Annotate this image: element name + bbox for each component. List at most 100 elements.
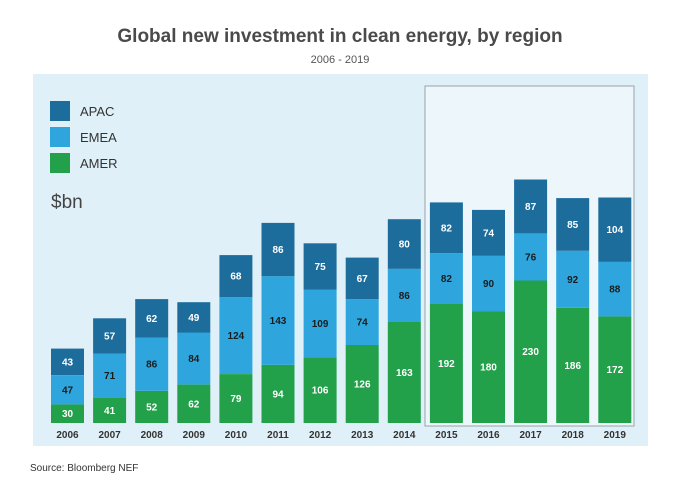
x-tick-2014: 2014 (393, 430, 416, 441)
bar-emea-2016 (472, 255, 505, 312)
value-label-apac-2018: 85 (567, 220, 579, 231)
legend-label-apac: APAC (80, 104, 114, 119)
value-label-amer-2019: 172 (606, 365, 623, 376)
bar-emea-2019 (598, 261, 632, 317)
chart-title: Global new investment in clean energy, b… (117, 26, 563, 47)
value-label-amer-2009: 62 (188, 399, 200, 410)
x-tick-2010: 2010 (225, 430, 248, 441)
bar-apac-2007 (93, 318, 127, 354)
value-label-emea-2011: 143 (270, 316, 287, 327)
legend-swatch-apac (50, 101, 70, 121)
value-label-emea-2013: 74 (357, 318, 369, 329)
value-label-amer-2017: 230 (522, 347, 539, 358)
value-label-apac-2014: 80 (399, 239, 411, 250)
value-label-emea-2016: 90 (483, 279, 495, 290)
legend-swatch-amer (50, 153, 70, 173)
bar-amer-2018 (556, 307, 590, 423)
x-tick-2017: 2017 (519, 430, 542, 441)
bar-emea-2012 (303, 289, 337, 358)
bar-emea-2015 (429, 253, 463, 304)
x-tick-2006: 2006 (56, 430, 79, 441)
value-label-apac-2011: 86 (272, 245, 284, 256)
bar-apac-2010 (219, 255, 253, 298)
x-tick-2015: 2015 (435, 430, 458, 441)
x-tick-2012: 2012 (309, 430, 332, 441)
bar-amer-2015 (429, 304, 463, 423)
value-label-emea-2009: 84 (188, 354, 200, 365)
bar-emea-2017 (514, 233, 548, 281)
value-label-amer-2014: 163 (396, 368, 413, 379)
value-label-amer-2011: 94 (272, 389, 284, 400)
value-label-apac-2007: 57 (104, 331, 116, 342)
x-axis-ticks: 2006 2007 2008 2009 2010 2011 2012 2013 2014 2015… (56, 430, 626, 441)
bar-emea-2008 (135, 337, 169, 391)
value-label-emea-2018: 92 (567, 275, 579, 286)
bar-amer-2014 (387, 322, 421, 423)
bar-amer-2013 (345, 344, 379, 423)
bar-apac-2015 (429, 202, 463, 254)
value-label-emea-2012: 109 (312, 319, 329, 330)
unit-label: $bn (51, 192, 83, 213)
bar-amer-2010 (219, 374, 253, 423)
legend: APAC EMEA AMER (50, 101, 118, 173)
source-note: Source: Bloomberg NEF (30, 463, 139, 474)
value-label-apac-2017: 87 (525, 202, 537, 213)
bar-emea-2013 (345, 299, 379, 345)
bar-emea-2011 (261, 276, 295, 365)
bar-apac-2013 (345, 257, 379, 300)
legend-swatch-emea (50, 127, 70, 147)
bar-emea-2014 (387, 268, 421, 322)
x-tick-2008: 2008 (141, 430, 164, 441)
bar-emea-2018 (556, 250, 590, 308)
bar-emea-2010 (219, 297, 253, 374)
legend-label-amer: AMER (80, 156, 118, 171)
value-label-apac-2006: 43 (62, 358, 74, 369)
value-label-emea-2019: 88 (609, 285, 621, 296)
value-label-amer-2007: 41 (104, 406, 116, 417)
value-label-amer-2013: 126 (354, 380, 371, 391)
value-label-apac-2016: 74 (483, 228, 495, 239)
x-tick-2013: 2013 (351, 430, 374, 441)
legend-label-emea: EMEA (80, 130, 117, 145)
value-label-emea-2008: 86 (146, 360, 158, 371)
bar-amer-2011 (261, 364, 295, 423)
x-tick-2007: 2007 (98, 430, 121, 441)
bar-apac-2012 (303, 243, 337, 290)
bar-amer-2006 (51, 404, 84, 423)
value-label-amer-2016: 180 (480, 363, 497, 374)
chart-subtitle: 2006 - 2019 (310, 54, 370, 66)
value-label-apac-2008: 62 (146, 314, 158, 325)
value-label-amer-2008: 52 (146, 402, 158, 413)
bar-apac-2014 (387, 219, 421, 269)
x-tick-2011: 2011 (267, 430, 289, 441)
value-label-apac-2019: 104 (606, 225, 623, 236)
x-tick-2016: 2016 (477, 430, 500, 441)
value-label-apac-2013: 67 (357, 274, 369, 285)
value-label-amer-2006: 30 (62, 409, 74, 420)
bar-apac-2017 (514, 179, 548, 234)
value-label-emea-2006: 47 (62, 385, 74, 396)
bar-emea-2006 (51, 375, 84, 405)
bar-apac-2006 (51, 348, 84, 376)
bar-amer-2008 (135, 390, 169, 423)
bar-apac-2009 (177, 302, 211, 333)
x-tick-2018: 2018 (562, 430, 585, 441)
bar-apac-2019 (598, 197, 632, 262)
bar-emea-2007 (93, 353, 127, 398)
bar-apac-2016 (472, 209, 505, 256)
value-label-emea-2007: 71 (104, 371, 116, 382)
value-label-emea-2015: 82 (441, 274, 453, 285)
value-label-emea-2010: 124 (228, 331, 245, 342)
bars-group: 30 47 43 41 71 57 52 86 62 62 84 49 79 124 68 94 143 86 10… (51, 179, 632, 423)
bar-amer-2017 (514, 280, 548, 423)
bar-amer-2007 (93, 397, 127, 423)
x-tick-2019: 2019 (604, 430, 627, 441)
bar-amer-2019 (598, 316, 632, 423)
bar-emea-2009 (177, 332, 211, 385)
value-label-amer-2012: 106 (312, 386, 329, 397)
value-label-emea-2014: 86 (399, 291, 411, 302)
value-label-apac-2009: 49 (188, 313, 200, 324)
value-label-amer-2010: 79 (230, 394, 242, 405)
value-label-apac-2015: 82 (441, 223, 453, 234)
